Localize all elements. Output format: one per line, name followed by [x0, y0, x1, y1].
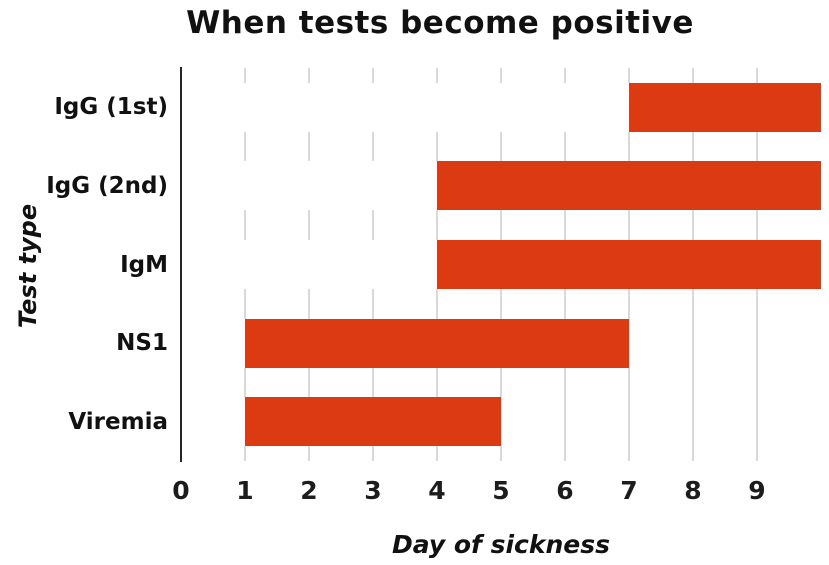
bar-viremia: [245, 397, 501, 447]
x-tick-label: 8: [684, 476, 702, 505]
bar-ns1: [245, 318, 629, 368]
x-tick-label: 1: [236, 476, 254, 505]
x-tick-label: 7: [620, 476, 638, 505]
bar-base-cover: [182, 240, 437, 289]
chart-title: When tests become positive: [186, 5, 694, 41]
x-tick-label: 5: [492, 476, 510, 505]
bar-base-cover: [182, 161, 437, 211]
bar-igg-2nd: [437, 161, 821, 211]
bar-igg-1st: [629, 82, 821, 132]
x-tick-label: 0: [172, 476, 190, 505]
y-category-label: IgM: [120, 251, 168, 278]
x-tick-label: 9: [748, 476, 766, 505]
y-category-label: IgG (2nd): [46, 172, 168, 199]
bar-base-cover: [182, 318, 245, 368]
y-category-label: IgG (1st): [54, 94, 168, 121]
x-axis-title: Day of sickness: [391, 530, 611, 559]
x-tick-label: 6: [556, 476, 574, 505]
bar-base-cover: [182, 82, 629, 132]
x-tick-label: 2: [300, 476, 318, 505]
bar-base-cover: [182, 397, 245, 447]
x-tick-label: 4: [428, 476, 446, 505]
y-category-label: Viremia: [68, 408, 168, 435]
bar-igm: [437, 240, 821, 289]
y-axis-line: [180, 67, 182, 462]
x-tick-label: 3: [364, 476, 382, 505]
y-category-label: NS1: [116, 330, 168, 357]
